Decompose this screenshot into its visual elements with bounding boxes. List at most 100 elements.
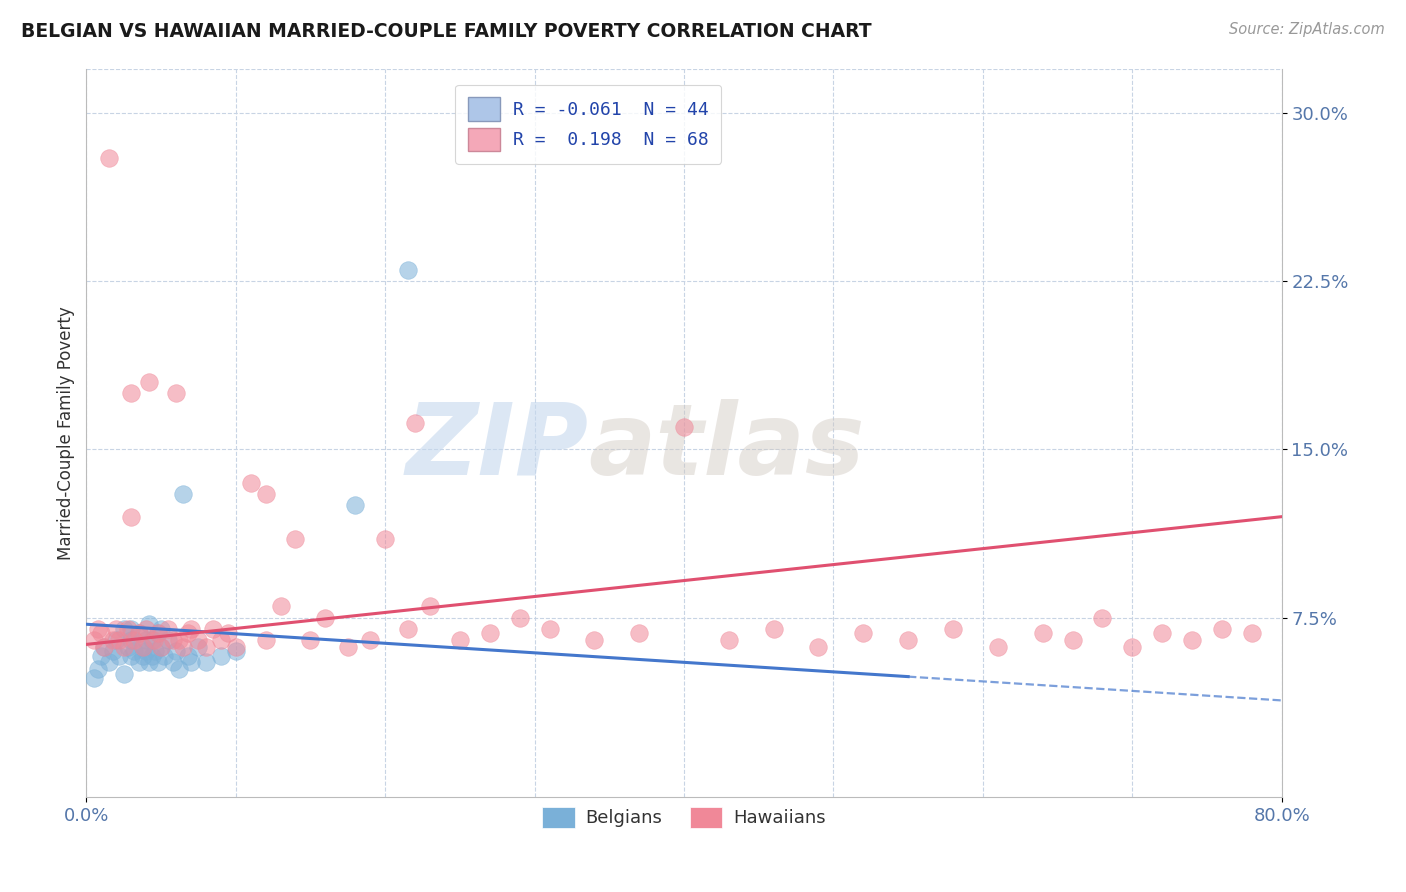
Point	[167, 662, 190, 676]
Point	[172, 640, 194, 654]
Point	[87, 662, 110, 676]
Point	[117, 640, 139, 654]
Point	[284, 532, 307, 546]
Point	[83, 632, 105, 647]
Point	[583, 632, 606, 647]
Text: atlas: atlas	[588, 399, 865, 496]
Point	[419, 599, 441, 614]
Point	[132, 640, 155, 654]
Point	[138, 656, 160, 670]
Point	[97, 656, 120, 670]
Point	[194, 640, 217, 654]
Point	[128, 656, 150, 670]
Point	[509, 610, 531, 624]
Point	[141, 648, 163, 663]
Point	[942, 622, 965, 636]
Point	[157, 632, 180, 647]
Point	[138, 376, 160, 390]
Point	[538, 622, 561, 636]
Point	[762, 622, 785, 636]
Point	[225, 644, 247, 658]
Point	[177, 648, 200, 663]
Point	[852, 626, 875, 640]
Point	[117, 622, 139, 636]
Point	[90, 648, 112, 663]
Point	[103, 644, 125, 658]
Point	[132, 648, 155, 663]
Point	[314, 610, 336, 624]
Point	[1211, 622, 1233, 636]
Point	[717, 632, 740, 647]
Point	[1240, 626, 1263, 640]
Point	[120, 386, 142, 401]
Point	[172, 487, 194, 501]
Point	[180, 622, 202, 636]
Point	[202, 622, 225, 636]
Point	[1091, 610, 1114, 624]
Point	[146, 626, 169, 640]
Point	[225, 640, 247, 654]
Point	[254, 632, 277, 647]
Point	[87, 622, 110, 636]
Point	[239, 476, 262, 491]
Point	[135, 622, 157, 636]
Point	[165, 644, 187, 658]
Point	[150, 640, 173, 654]
Point	[209, 648, 232, 663]
Point	[150, 622, 173, 636]
Point	[83, 671, 105, 685]
Text: ZIP: ZIP	[405, 399, 588, 496]
Point	[105, 622, 128, 636]
Point	[396, 622, 419, 636]
Point	[180, 656, 202, 670]
Point	[138, 617, 160, 632]
Point	[187, 632, 209, 647]
Text: BELGIAN VS HAWAIIAN MARRIED-COUPLE FAMILY POVERTY CORRELATION CHART: BELGIAN VS HAWAIIAN MARRIED-COUPLE FAMIL…	[21, 22, 872, 41]
Point	[120, 632, 142, 647]
Point	[128, 626, 150, 640]
Point	[396, 263, 419, 277]
Point	[93, 640, 115, 654]
Point	[209, 632, 232, 647]
Y-axis label: Married-Couple Family Poverty: Married-Couple Family Poverty	[58, 306, 75, 559]
Point	[105, 632, 128, 647]
Point	[103, 632, 125, 647]
Point	[359, 632, 381, 647]
Point	[177, 626, 200, 640]
Point	[112, 666, 135, 681]
Point	[122, 644, 145, 658]
Point	[187, 640, 209, 654]
Point	[120, 622, 142, 636]
Point	[90, 626, 112, 640]
Point	[336, 640, 359, 654]
Point	[1181, 632, 1204, 647]
Point	[93, 640, 115, 654]
Point	[807, 640, 830, 654]
Point	[1032, 626, 1054, 640]
Point	[217, 626, 239, 640]
Point	[120, 509, 142, 524]
Point	[1152, 626, 1174, 640]
Point	[478, 626, 501, 640]
Point	[1121, 640, 1143, 654]
Point	[299, 632, 322, 647]
Point	[162, 632, 184, 647]
Point	[254, 487, 277, 501]
Point	[135, 644, 157, 658]
Point	[344, 499, 367, 513]
Point	[97, 151, 120, 165]
Point	[146, 656, 169, 670]
Point	[374, 532, 396, 546]
Legend: Belgians, Hawaiians: Belgians, Hawaiians	[536, 800, 832, 835]
Point	[112, 622, 135, 636]
Point	[449, 632, 471, 647]
Point	[167, 632, 190, 647]
Point	[404, 416, 426, 430]
Point	[142, 632, 165, 647]
Point	[143, 644, 166, 658]
Point	[270, 599, 292, 614]
Point	[672, 420, 695, 434]
Point	[128, 626, 150, 640]
Point	[108, 632, 131, 647]
Point	[628, 626, 651, 640]
